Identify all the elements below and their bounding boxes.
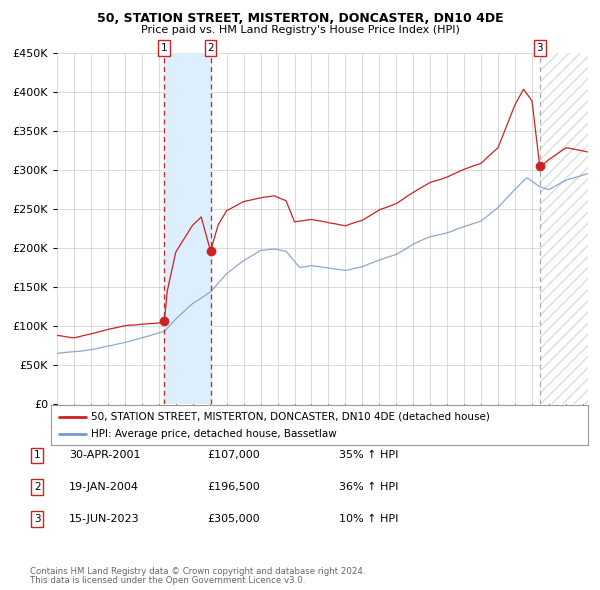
Text: £305,000: £305,000 [207,514,260,524]
Text: 3: 3 [34,514,41,524]
Text: HPI: Average price, detached house, Bassetlaw: HPI: Average price, detached house, Bass… [91,429,337,439]
Text: 19-JAN-2004: 19-JAN-2004 [69,483,139,492]
Bar [540,53,596,404]
Text: 2: 2 [34,483,41,492]
Text: 36% ↑ HPI: 36% ↑ HPI [339,483,398,492]
Text: 35% ↑ HPI: 35% ↑ HPI [339,451,398,460]
Text: 1: 1 [161,43,168,53]
Text: 15-JUN-2023: 15-JUN-2023 [69,514,140,524]
Text: £107,000: £107,000 [207,451,260,460]
Text: 2: 2 [207,43,214,53]
Text: This data is licensed under the Open Government Licence v3.0.: This data is licensed under the Open Gov… [30,576,305,585]
Text: 3: 3 [536,43,543,53]
Bar [540,53,596,404]
Text: 50, STATION STREET, MISTERTON, DONCASTER, DN10 4DE: 50, STATION STREET, MISTERTON, DONCASTER… [97,12,503,25]
Text: 1: 1 [34,451,41,460]
Text: Contains HM Land Registry data © Crown copyright and database right 2024.: Contains HM Land Registry data © Crown c… [30,568,365,576]
Bar [164,53,211,404]
Text: Price paid vs. HM Land Registry's House Price Index (HPI): Price paid vs. HM Land Registry's House … [140,25,460,35]
Text: 30-APR-2001: 30-APR-2001 [69,451,140,460]
Text: 10% ↑ HPI: 10% ↑ HPI [339,514,398,524]
Text: £196,500: £196,500 [207,483,260,492]
Text: 50, STATION STREET, MISTERTON, DONCASTER, DN10 4DE (detached house): 50, STATION STREET, MISTERTON, DONCASTER… [91,412,490,422]
